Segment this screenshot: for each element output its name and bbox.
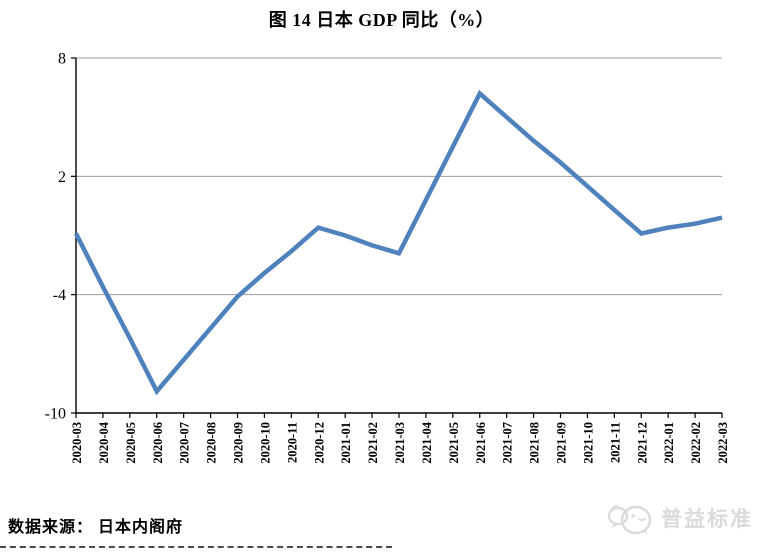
gdp-line-series <box>73 89 723 396</box>
x-axis-tick-label: 2021-12 <box>635 422 649 464</box>
y-axis-tick-label: -10 <box>45 406 66 423</box>
y-axis-tick-label: 2 <box>58 169 66 186</box>
x-axis-tick-label: 2020-12 <box>312 422 326 464</box>
y-axis-tick-label: 8 <box>58 51 66 68</box>
x-axis-tick-label: 2021-07 <box>501 422 515 464</box>
x-axis-tick-label: 2020-11 <box>285 422 299 463</box>
x-axis-tick-label: 2021-08 <box>528 422 542 464</box>
x-axis-tick-label: 2020-08 <box>205 422 219 464</box>
x-axis-tick-label: 2020-09 <box>232 422 246 464</box>
brand-text: 普益标准 <box>661 508 753 531</box>
x-axis-tick-label: 2021-06 <box>474 422 488 464</box>
page-break-dashed-line <box>0 546 392 548</box>
x-axis-tick-label: 2021-03 <box>393 422 407 464</box>
y-axis-tick-label: -4 <box>53 287 66 304</box>
x-axis-tick-label: 2022-03 <box>716 422 730 464</box>
x-axis-tick-label: 2020-05 <box>124 422 138 464</box>
chat-mascot-icon <box>607 504 652 535</box>
x-axis-tick-label: 2021-10 <box>581 422 595 464</box>
x-axis-tick-label: 2021-11 <box>608 422 622 463</box>
x-axis-tick-label: 2020-03 <box>70 422 84 464</box>
x-axis-tick-label: 2021-01 <box>339 422 353 464</box>
x-axis-tick-label: 2022-01 <box>662 422 676 464</box>
x-axis-tick-label: 2021-02 <box>366 422 380 464</box>
chart-title: 图 14 日本 GDP 同比（%） <box>268 10 495 30</box>
data-source-note: 数据来源： 日本内阁府 <box>8 519 184 536</box>
puyi-brand-watermark: 普益标准 <box>606 497 753 539</box>
x-axis-tick-label: 2020-04 <box>97 421 111 463</box>
x-axis-tick-label: 2021-05 <box>447 422 461 464</box>
x-axis-tick-label: 2020-07 <box>178 422 192 464</box>
x-axis-tick-label: 2022-02 <box>689 422 703 464</box>
x-axis-tick-label: 2021-09 <box>555 422 569 464</box>
x-axis-tick-label: 2020-06 <box>151 422 165 464</box>
x-axis-tick-label: 2021-04 <box>420 421 434 463</box>
x-axis-tick-label: 2020-10 <box>258 422 272 464</box>
